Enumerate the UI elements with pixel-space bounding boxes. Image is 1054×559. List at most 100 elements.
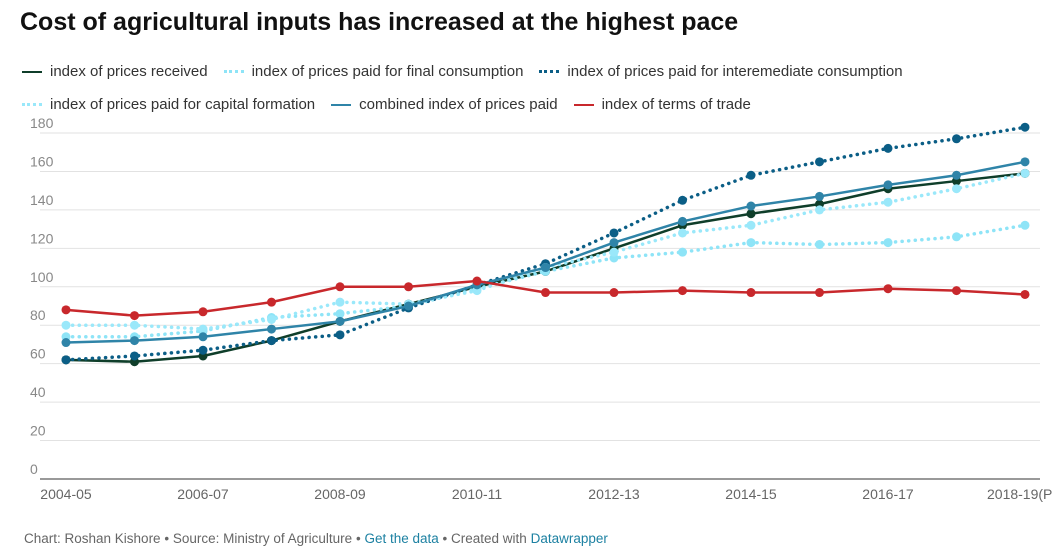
y-tick-label: 80	[30, 307, 46, 323]
chart-footer: Chart: Roshan Kishore • Source: Ministry…	[24, 531, 608, 546]
data-point	[609, 228, 619, 238]
legend-swatch	[573, 104, 594, 106]
legend-item: combined index of prices paid	[331, 90, 558, 120]
data-point	[335, 316, 345, 326]
x-tick-label: 2014-15	[725, 486, 777, 502]
data-point	[61, 338, 71, 348]
footer-separator: •	[164, 531, 170, 546]
legend-item: index of prices paid for final consumpti…	[223, 57, 524, 87]
line-chart: 0 20 40 60 80 100 120 140 160 180 2004-05 2006-07 20…	[30, 115, 1052, 502]
data-point	[335, 330, 345, 340]
data-point	[815, 205, 824, 215]
legend-item: index of prices paid for interemediate c…	[539, 57, 903, 87]
data-point	[61, 355, 71, 365]
data-point	[130, 336, 139, 346]
data-point	[678, 216, 687, 226]
data-point	[404, 301, 413, 311]
data-point	[1020, 168, 1030, 178]
data-point	[678, 286, 687, 296]
data-point	[952, 286, 961, 296]
data-point	[335, 282, 345, 292]
data-point	[746, 209, 756, 219]
series-line	[64, 279, 1027, 317]
legend-item: index of terms of trade	[573, 90, 751, 120]
data-point	[472, 276, 482, 286]
chart-title: Cost of agricultural inputs has increase…	[20, 8, 739, 36]
y-tick-label: 0	[30, 461, 38, 477]
data-point	[883, 238, 893, 248]
data-point	[746, 288, 756, 298]
data-point	[746, 220, 756, 230]
data-point	[883, 197, 893, 207]
data-point	[267, 324, 276, 334]
footer-separator: •	[355, 531, 361, 546]
legend-label: combined index of prices paid	[359, 96, 558, 113]
legend-label: index of prices paid for final consumpti…	[251, 62, 524, 80]
data-point	[746, 170, 756, 180]
data-point	[61, 320, 71, 330]
legend-label: index of prices paid for interemediate c…	[567, 62, 903, 80]
y-tick-label: 100	[30, 269, 54, 285]
data-point	[198, 324, 208, 334]
data-point	[1020, 122, 1030, 132]
data-point	[130, 351, 139, 361]
legend-item: index of prices received	[22, 57, 208, 87]
legend-swatch	[539, 70, 560, 73]
footer-chart-credit: Chart: Roshan Kishore	[24, 531, 161, 546]
data-point	[541, 288, 550, 298]
data-point	[952, 184, 961, 194]
data-point	[198, 307, 208, 317]
data-point	[609, 247, 619, 257]
data-point	[815, 191, 824, 201]
legend-swatch	[22, 103, 42, 106]
x-tick-label: 2016-17	[862, 486, 914, 502]
series-line	[64, 171, 1027, 331]
legend-label: index of prices paid for capital formati…	[50, 95, 316, 113]
data-point	[130, 320, 139, 330]
x-tick-label: 2010-11	[452, 486, 503, 502]
data-point	[746, 238, 756, 248]
footer-separator: •	[442, 531, 448, 546]
data-point	[609, 288, 619, 298]
legend-item: index of prices paid for capital formati…	[22, 90, 315, 120]
legend-swatch	[331, 104, 352, 106]
data-point	[815, 157, 824, 167]
data-point	[198, 332, 208, 342]
x-tick-label: 2006-07	[177, 486, 229, 502]
data-point	[883, 180, 893, 190]
y-tick-label: 140	[30, 192, 54, 208]
x-tick-label: 2004-05	[40, 486, 92, 502]
footer-created-with: Created with	[451, 531, 527, 546]
data-point	[1020, 289, 1030, 299]
data-point	[815, 288, 824, 298]
datawrapper-link[interactable]: Datawrapper	[530, 531, 608, 546]
chart-legend: index of prices received index of prices …	[22, 54, 1032, 120]
data-point	[883, 284, 893, 294]
x-tick-label: 2012-13	[588, 486, 640, 502]
y-tick-label: 40	[30, 384, 46, 400]
y-tick-label: 60	[30, 346, 46, 362]
y-tick-label: 160	[30, 153, 54, 169]
data-point	[267, 297, 276, 307]
data-point	[952, 232, 961, 242]
get-the-data-link[interactable]: Get the data	[364, 531, 439, 546]
data-point	[815, 239, 824, 249]
data-point	[198, 345, 208, 355]
data-point	[267, 314, 276, 324]
data-point	[404, 282, 413, 292]
data-point	[1020, 220, 1030, 230]
data-point	[952, 170, 961, 180]
data-point	[335, 297, 345, 307]
data-point	[61, 305, 71, 315]
data-point	[541, 263, 550, 273]
legend-swatch	[223, 70, 244, 73]
data-point	[130, 311, 139, 321]
y-tick-label: 180	[30, 115, 54, 131]
y-tick-label: 120	[30, 230, 54, 246]
x-tick-label: 2018-19(P	[987, 486, 1052, 502]
data-point	[267, 336, 276, 346]
data-point	[678, 195, 687, 205]
series-line	[64, 125, 1027, 362]
series-line	[64, 223, 1027, 339]
data-point	[678, 247, 687, 257]
